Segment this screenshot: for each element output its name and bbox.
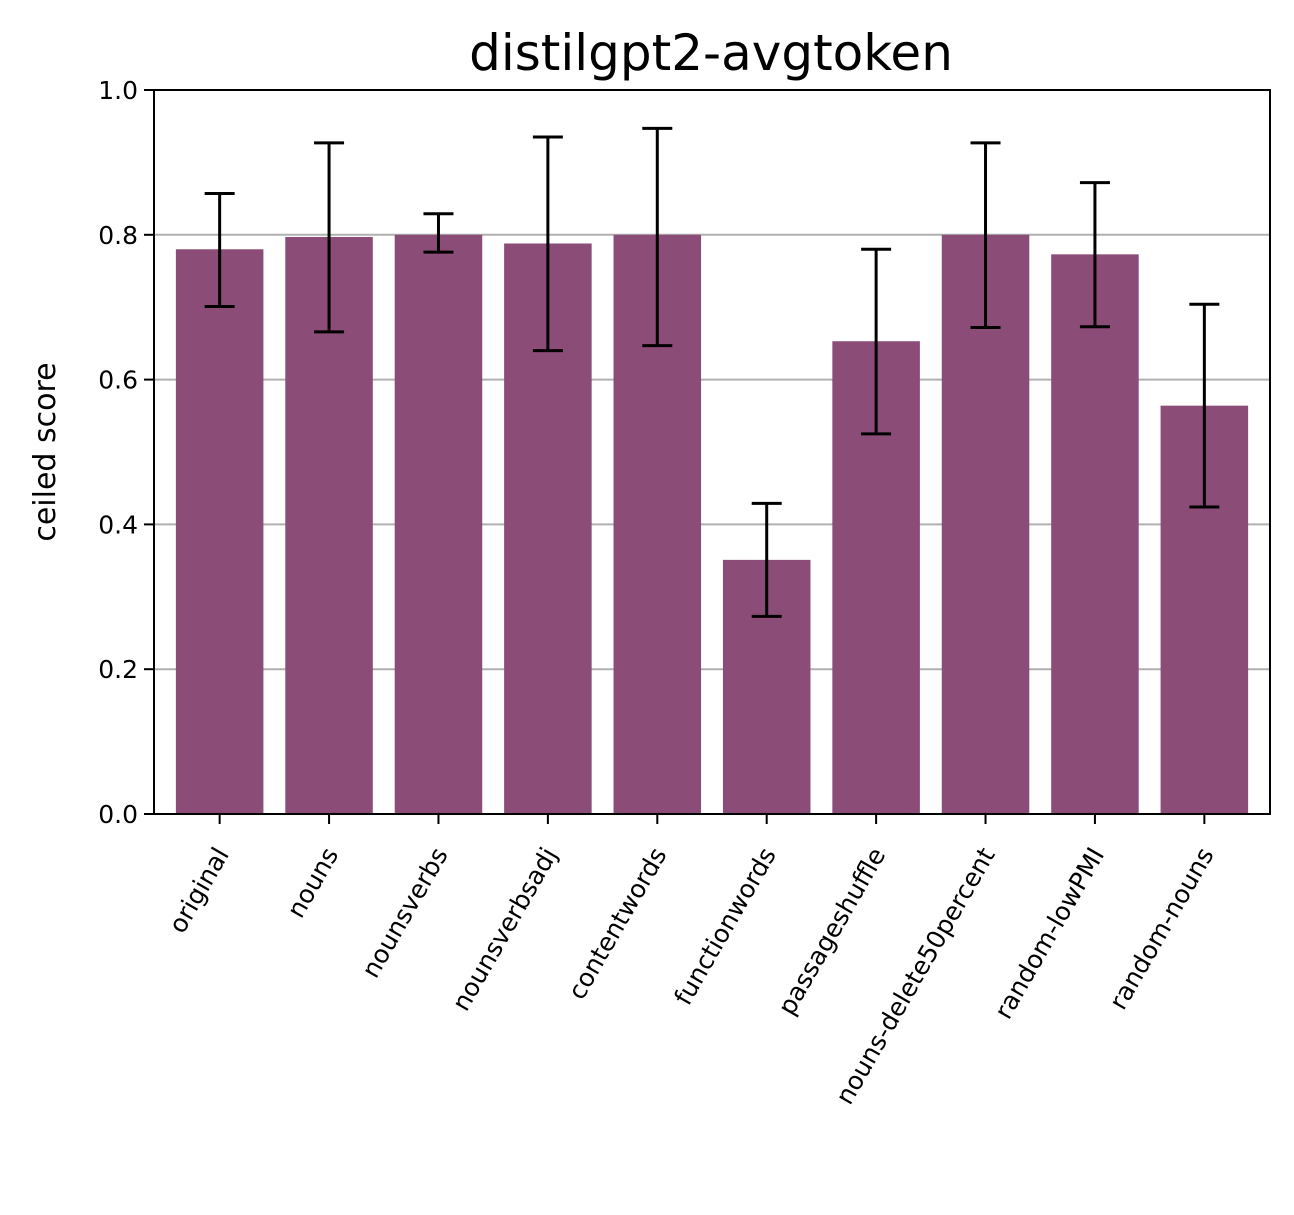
x-tick-label: random-nouns <box>1104 843 1220 1015</box>
y-axis: 0.0 0.2 0.4 0.6 0.8 1.0 <box>98 76 154 829</box>
bar-nouns-delete50percent <box>941 234 1030 815</box>
y-tick-label: 0.0 <box>98 800 138 829</box>
bar-random-lowPMI <box>1051 254 1139 814</box>
bar-nounsverbs <box>394 234 483 815</box>
bar-original <box>175 249 264 814</box>
x-tick-label: nounsverbs <box>356 843 454 983</box>
y-tick-label: 0.4 <box>98 510 138 539</box>
x-tick-label: functionwords <box>668 843 781 1010</box>
error-bars <box>204 126 1220 618</box>
x-tick-label: original <box>163 843 235 938</box>
plot-frame <box>153 89 1271 815</box>
y-axis-label: ceiled score <box>28 362 63 541</box>
x-tick-label: nounsverbsadj <box>446 843 563 1016</box>
y-tick-label: 0.2 <box>98 655 138 684</box>
bars <box>175 234 1249 815</box>
chart-title: distilgpt2-avgtoken <box>469 24 953 82</box>
y-tick-label: 0.8 <box>98 221 138 250</box>
x-tick-label: passageshuffle <box>772 843 891 1020</box>
y-tick-label: 0.6 <box>98 366 138 395</box>
x-tick-label: nouns <box>281 843 344 923</box>
x-tick-label: random-lowPMI <box>989 843 1110 1024</box>
y-tick-label: 1.0 <box>98 76 138 105</box>
x-tick-label: contentwords <box>562 843 672 1005</box>
